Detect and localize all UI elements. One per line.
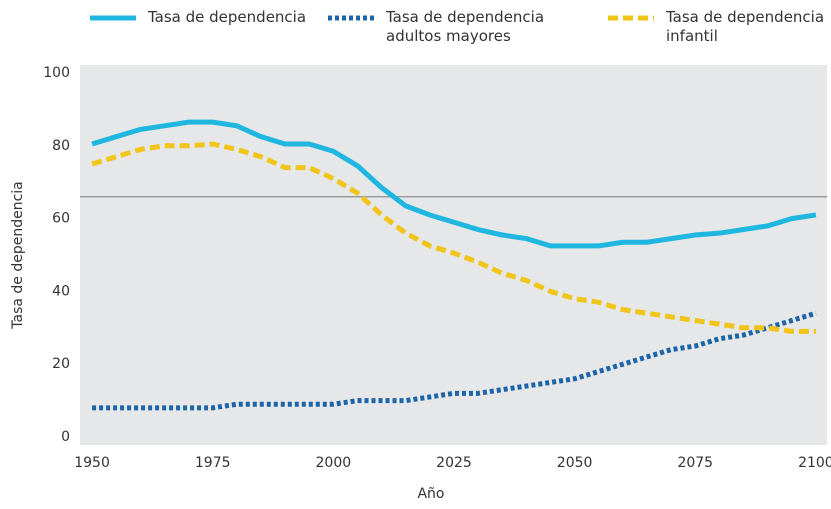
series-line bbox=[92, 310, 817, 411]
y-tick-label: 60 bbox=[52, 211, 70, 227]
legend-label: Tasa de dependencia bbox=[148, 8, 307, 26]
legend-swatch bbox=[90, 15, 136, 21]
x-tick-label: 2000 bbox=[316, 455, 352, 471]
y-tick-label: 0 bbox=[61, 429, 70, 445]
legend-item: Tasa de dependencia infantil bbox=[608, 8, 831, 46]
y-tick-label: 20 bbox=[52, 356, 70, 372]
legend-swatch bbox=[608, 15, 654, 21]
x-tick-label: 2050 bbox=[557, 455, 593, 471]
x-tick-label: 1975 bbox=[195, 455, 231, 471]
series-line bbox=[91, 141, 816, 334]
x-tick-label: 2100 bbox=[798, 455, 831, 471]
legend-label: Tasa de dependencia infantil bbox=[666, 8, 825, 45]
x-tick-label: 1950 bbox=[74, 455, 110, 471]
y-tick-label: 40 bbox=[52, 283, 70, 299]
series-line bbox=[91, 119, 817, 249]
x-tick-label: 2075 bbox=[677, 455, 713, 471]
x-axis-label: Año bbox=[417, 486, 444, 502]
y-axis-label: Tasa de dependencia bbox=[10, 181, 26, 330]
x-tick-label: 2025 bbox=[436, 455, 472, 471]
y-tick-label: 80 bbox=[52, 138, 70, 154]
y-tick-label: 100 bbox=[43, 65, 70, 81]
legend-item: Tasa de dependencia adultos mayores bbox=[328, 8, 556, 46]
legend-label: Tasa de dependencia adultos mayores bbox=[386, 8, 545, 45]
legend-item: Tasa de dependencia bbox=[90, 8, 318, 27]
legend-swatch bbox=[328, 15, 374, 21]
